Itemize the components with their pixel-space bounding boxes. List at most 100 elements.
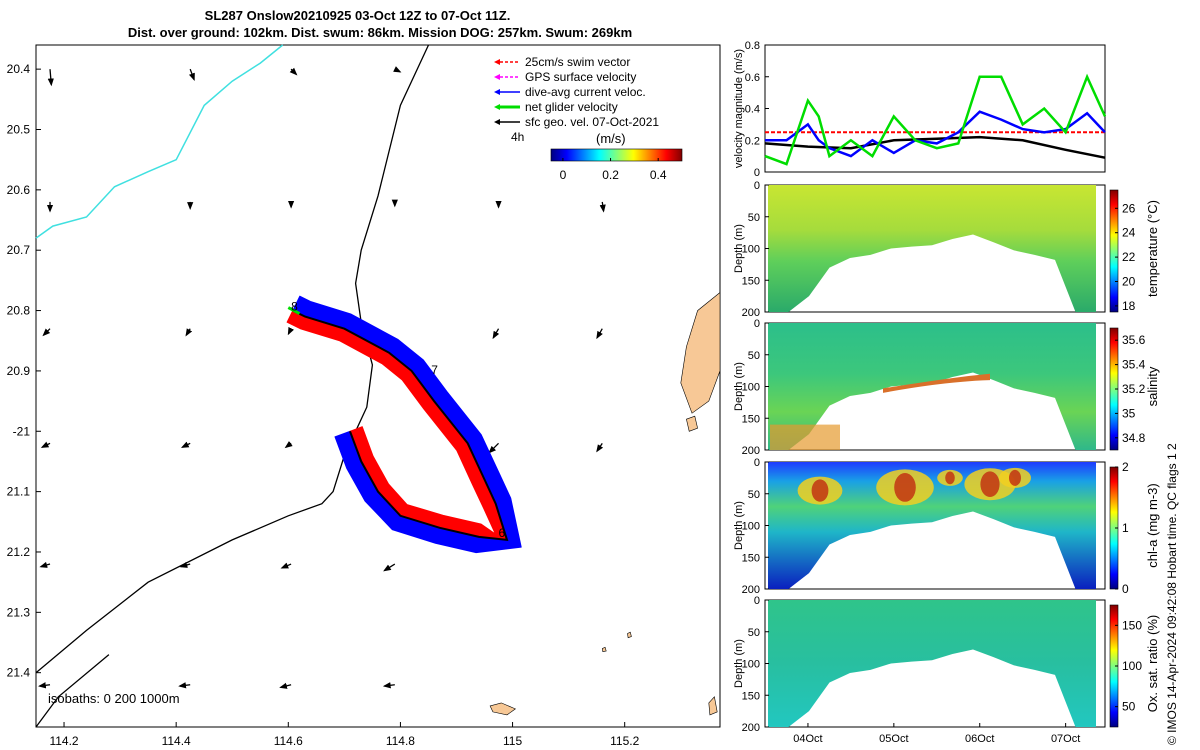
- velocity-y-tick-label: 0.8: [745, 40, 760, 52]
- depth-tick-label: 0: [754, 318, 760, 330]
- deep-salinity-patch: [770, 424, 840, 450]
- colorbar-tick-label: 150: [1122, 618, 1142, 632]
- x-tick-label: 115: [503, 734, 522, 748]
- sfc-vector: [284, 440, 293, 449]
- speed-colorbar-ticks: 0 0.2 0.4: [560, 158, 667, 182]
- sfc-vector: [178, 682, 191, 689]
- chla-bloom-core: [894, 473, 916, 502]
- colorbar-label: temperature (°C): [1145, 200, 1160, 297]
- colorbar-tick-label: 1: [1122, 521, 1129, 535]
- colorbar-tick-label: 50: [1122, 700, 1136, 714]
- sfc-vector: [180, 441, 191, 448]
- sfc-vector: [382, 682, 395, 689]
- net-glider-velocity-mark: [287, 306, 301, 315]
- day-label: 8: [291, 300, 298, 314]
- x-tick-label: 114.2: [49, 734, 78, 748]
- depth-tick-label: 50: [748, 350, 760, 362]
- depth-axis-label: Depth (m): [733, 639, 745, 688]
- island: [627, 631, 632, 639]
- figure-title-line2: Dist. over ground: 102km. Dist. swum: 86…: [127, 25, 633, 40]
- sfc-vector: [596, 442, 604, 453]
- velocity-series-line: [764, 135, 1106, 159]
- sfc-vector: [38, 682, 51, 689]
- temperature-section: 0 50 100 150 200 Depth (m) 18 20 22 24 26 temperatu…: [733, 180, 1160, 319]
- surface-geostrophic-vectors: [38, 66, 606, 689]
- depth-tick-label: 150: [742, 552, 760, 564]
- isobath-0m-line: [35, 44, 284, 239]
- sfc-vector: [492, 328, 500, 340]
- chla-section: 0 50 100 150 200 Depth (m) 0 1 2 chl-a (mg m-3): [733, 457, 1160, 596]
- velocity-axes-frame: [764, 44, 1106, 173]
- map-frame: [35, 44, 721, 728]
- sfc-vector: [40, 441, 51, 448]
- y-tick-label: 21.3: [7, 605, 31, 619]
- colorbar-tick-label: 34.8: [1122, 431, 1146, 445]
- legend-arrowhead: [494, 89, 500, 95]
- depth-tick-label: 100: [742, 382, 760, 394]
- y-tick-label: 20.9: [7, 364, 31, 378]
- map-panel: 678 114.2 114.4 114.6 114.8 115 115.2 20.420.…: [7, 44, 721, 748]
- y-tick-label: 21.4: [7, 666, 31, 680]
- section-data-area: [768, 462, 1096, 589]
- colorbar-unit-label: (m/s): [596, 131, 626, 146]
- depth-tick-label: 200: [742, 722, 760, 734]
- island: [601, 646, 607, 652]
- section-data-area: [768, 185, 1096, 312]
- colorbar-tick-label: 0.2: [602, 168, 619, 182]
- glider-track-line: [292, 309, 509, 542]
- y-tick-label: 21.1: [7, 485, 31, 499]
- y-tick-label: -21: [13, 424, 31, 438]
- colorbar-tick-label: 0: [1122, 582, 1129, 596]
- x-tick-label: 114.4: [162, 734, 191, 748]
- legend-arrowhead: [494, 119, 500, 125]
- island: [680, 291, 721, 414]
- legend-arrowhead: [494, 59, 500, 65]
- section-data-area: [768, 323, 1096, 450]
- section-colorbar: [1109, 189, 1119, 313]
- island: [489, 702, 517, 716]
- legend-label: 25cm/s swim vector: [525, 55, 630, 69]
- speed-colorbar: [550, 148, 683, 162]
- chla-bloom-core: [980, 471, 1000, 498]
- salinity-section: 0 50 100 150 200 Depth (m) 34.8 35 35.2 35.4 35.6 s…: [733, 318, 1160, 457]
- depth-tick-label: 100: [742, 244, 760, 256]
- day-label: 7: [431, 363, 438, 377]
- depth-tick-label: 100: [742, 659, 760, 671]
- isobath-legend-text: isobaths: 0 200 1000m: [48, 691, 180, 706]
- sfc-vector: [185, 328, 193, 337]
- time-tick-label: 05Oct: [879, 733, 908, 745]
- depth-tick-label: 50: [748, 489, 760, 501]
- legend-arrowhead: [494, 74, 500, 80]
- depth-tick-label: 100: [742, 521, 760, 533]
- legend-label: dive-avg current veloc.: [525, 85, 646, 99]
- depth-tick-label: 150: [742, 275, 760, 287]
- y-tick-label: 20.4: [7, 62, 31, 76]
- depth-tick-label: 50: [748, 627, 760, 639]
- sfc-vector: [393, 66, 402, 73]
- x-tick-label: 114.6: [274, 734, 303, 748]
- depth-tick-label: 150: [742, 690, 760, 702]
- velocity-y-tick-label: 0.4: [745, 104, 760, 116]
- sfc-vector: [287, 326, 295, 336]
- depth-tick-label: 0: [754, 180, 760, 192]
- depth-tick-label: 0: [754, 595, 760, 607]
- velocity-y-axis-label: velocity magnitude (m/s): [733, 49, 745, 168]
- colorbar-tick-label: 24: [1122, 226, 1136, 240]
- island: [708, 696, 718, 716]
- credit-line: © IMOS 14-Apr-2024 09:42:08 Hobart time.…: [1165, 443, 1179, 745]
- legend-time-label: 4h: [511, 130, 524, 144]
- day-label: 6: [499, 526, 506, 540]
- depth-tick-label: 150: [742, 413, 760, 425]
- sfc-vector: [188, 68, 195, 82]
- sfc-vector: [179, 561, 191, 568]
- sfc-vector: [279, 682, 292, 689]
- x-tick-label: 115.2: [610, 734, 639, 748]
- colorbar-tick-label: 20: [1122, 275, 1136, 289]
- colorbar-tick-label: 0: [560, 168, 567, 182]
- colorbar-tick-label: 26: [1122, 201, 1136, 215]
- legend-label: GPS surface velocity: [525, 70, 636, 84]
